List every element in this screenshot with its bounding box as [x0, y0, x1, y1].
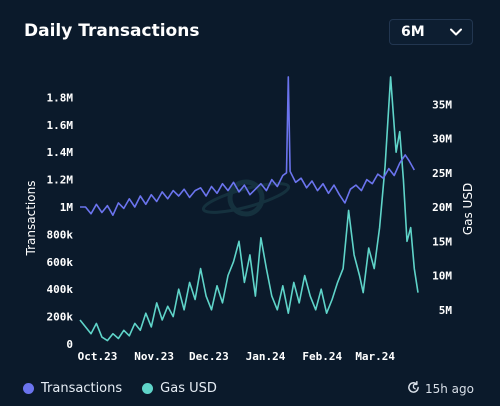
y-tick-label: 1.8M	[47, 91, 74, 104]
x-tick-label: Feb.24	[302, 350, 342, 363]
legend-label-transactions: Transactions	[41, 381, 123, 396]
clock-refresh-icon	[407, 381, 425, 397]
chart-legend: Transactions Gas USD	[23, 381, 237, 396]
y-tick-label: 1M	[60, 201, 74, 214]
y2-tick-label: 20M	[432, 201, 452, 214]
x-tick-label: Dec.23	[189, 350, 229, 363]
y-tick-label: 400k	[47, 283, 74, 296]
time-range-value: 6M	[401, 24, 425, 40]
y2-axis-title: Gas USD	[461, 183, 475, 235]
y-tick-label: 800k	[47, 228, 74, 241]
legend-label-gas: Gas USD	[160, 381, 217, 396]
y2-tick-label: 5M	[439, 304, 453, 317]
x-tick-label: Nov.23	[134, 350, 174, 363]
y2-tick-label: 15M	[432, 235, 452, 248]
y-axis-title: Transactions	[24, 181, 38, 257]
x-tick-label: Oct.23	[78, 350, 118, 363]
y-tick-label: 1.2M	[47, 174, 74, 187]
chart-title: Daily Transactions	[24, 21, 200, 41]
legend-swatch-transactions	[23, 383, 34, 394]
y-tick-label: 1.6M	[47, 119, 74, 132]
y2-tick-label: 35M	[432, 98, 452, 111]
legend-item-gas[interactable]: Gas USD	[142, 381, 217, 396]
y-tick-label: 1.4M	[47, 146, 74, 159]
last-updated: 15h ago	[407, 381, 474, 397]
logo-watermark	[201, 179, 291, 217]
y2-tick-label: 10M	[432, 270, 452, 283]
series-line-gas-usd[interactable]	[79, 76, 419, 342]
legend-swatch-gas	[142, 383, 154, 394]
x-tick-label: Jan.24	[246, 350, 286, 363]
series-line-transactions[interactable]	[80, 76, 415, 216]
legend-item-transactions[interactable]: Transactions	[23, 381, 122, 396]
last-updated-text: 15h ago	[424, 382, 474, 396]
x-tick-label: Mar.24	[355, 350, 395, 363]
y-tick-label: 200k	[47, 311, 74, 324]
chevron-down-icon	[450, 28, 462, 36]
y2-tick-label: 30M	[432, 133, 452, 146]
time-range-select[interactable]: 6M	[389, 19, 473, 45]
y2-tick-label: 25M	[432, 167, 452, 180]
y-tick-label: 0	[66, 338, 73, 351]
y-tick-label: 600k	[47, 256, 74, 269]
